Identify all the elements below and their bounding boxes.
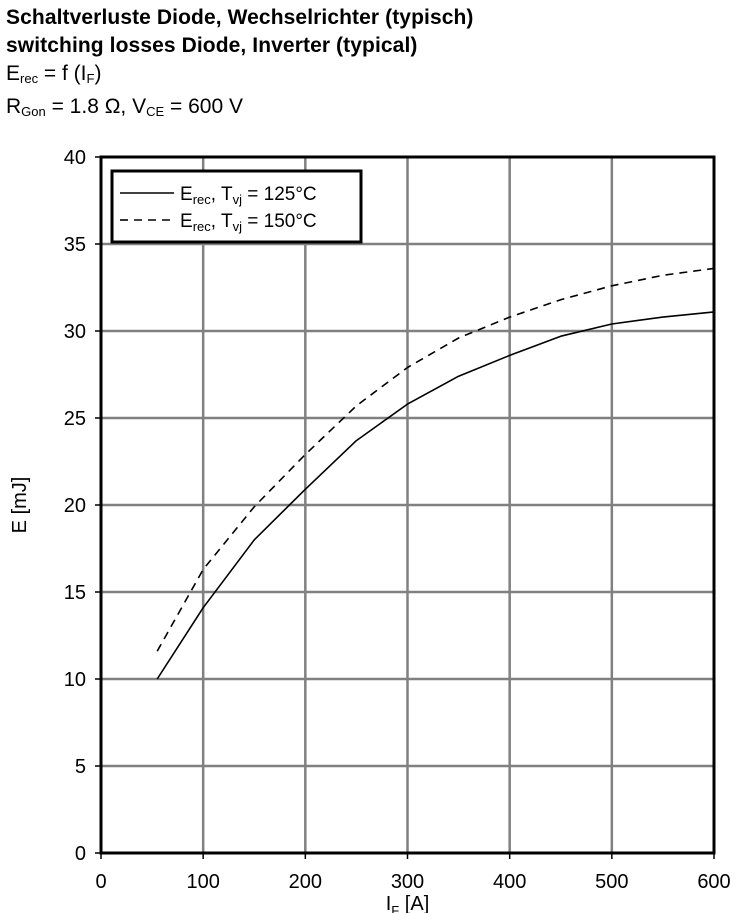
x-axis-label-main: I (386, 893, 392, 913)
y-tick-label: 5 (75, 756, 86, 778)
x-tick-label: 300 (391, 871, 424, 893)
chart-header: Schaltverluste Diode, Wechselrichter (ty… (6, 4, 474, 126)
tick-layer: 0 100 200 300 400 500 600 0 5 10 15 20 25 30 35 40 (64, 147, 731, 893)
legend: Erec, Tvj = 125°C Erec, Tvj = 150°C (110, 169, 363, 244)
x-axis-label-sub: F (391, 903, 399, 913)
chart-title-de: Schaltverluste Diode, Wechselrichter (ty… (6, 6, 474, 29)
series-line-1 (156, 311, 715, 680)
x-tick-label: 0 (95, 871, 106, 893)
grid-layer (101, 157, 714, 853)
x-axis-label: IF [A] (386, 893, 430, 913)
legend-entry-2: Erec, Tvj = 150°C (180, 211, 317, 234)
chart-formula: Erec = f (IF) (6, 62, 102, 86)
y-tick-label: 10 (64, 669, 86, 691)
x-tick-label: 200 (289, 871, 322, 893)
y-tick-label: 0 (75, 843, 86, 865)
y-tick-label: 15 (64, 582, 86, 604)
y-tick-label: 40 (64, 147, 86, 169)
legend-entry-1: Erec, Tvj = 125°C (180, 184, 317, 207)
y-tick-label: 25 (64, 408, 86, 430)
y-tick-label: 20 (64, 495, 86, 517)
chart-conditions: RGon = 1.8 Ω, VCE = 600 V (6, 95, 243, 119)
chart-title-en: switching losses Diode, Inverter (typica… (6, 34, 418, 57)
y-tick-label: 35 (64, 234, 86, 256)
y-axis-label: E [mJ] (9, 477, 31, 534)
x-tick-label: 500 (595, 871, 628, 893)
x-tick-label: 600 (697, 871, 730, 893)
x-tick-label: 100 (186, 871, 219, 893)
legend-box (110, 169, 363, 244)
x-axis-label-unit: [A] (399, 893, 429, 913)
series-layer (156, 267, 715, 680)
x-tick-label: 400 (493, 871, 526, 893)
y-tick-label: 30 (64, 321, 86, 343)
series-line-2 (156, 267, 715, 652)
